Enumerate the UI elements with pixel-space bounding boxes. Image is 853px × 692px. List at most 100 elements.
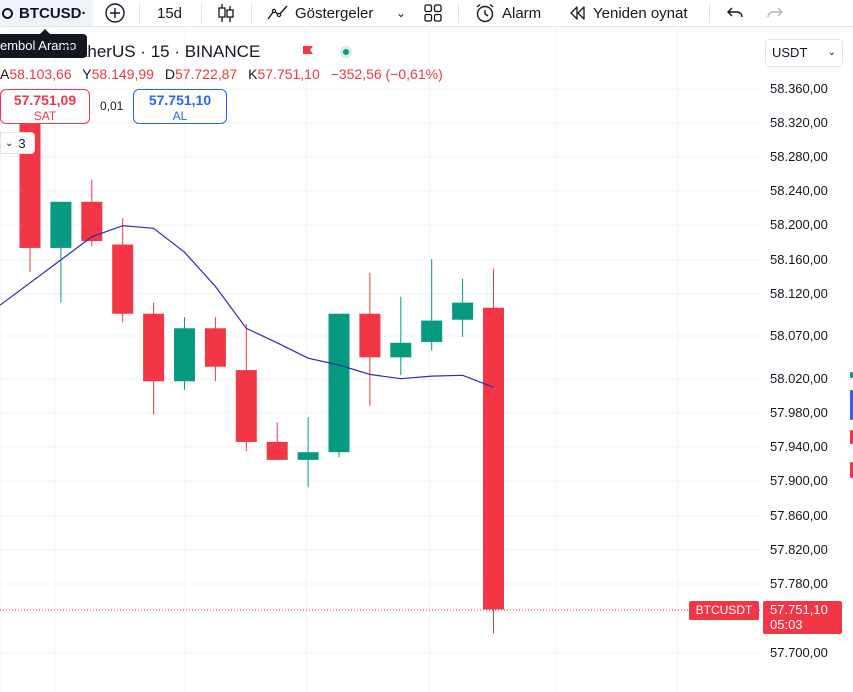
price-axis-label: 57.940,00: [770, 439, 828, 454]
indicators-button[interactable]: Göstergeler: [266, 0, 373, 26]
price-axis-label: 58.280,00: [770, 149, 828, 164]
ohlc-high-value: 58.149,99: [91, 66, 154, 82]
price-axis-label: 57.980,00: [770, 405, 828, 420]
candle-body: [50, 201, 72, 248]
candle: [390, 296, 412, 376]
last-price-value: 57.751,10: [770, 602, 828, 617]
replay-button[interactable]: Yeniden oynat: [567, 0, 688, 26]
replay-label: Yeniden oynat: [593, 4, 688, 22]
symbol-search-tooltip: embol Arama: [0, 29, 87, 58]
edge-marker: [850, 372, 853, 378]
sell-button[interactable]: 57.751,09 SAT: [0, 89, 90, 124]
flag-icon[interactable]: [302, 45, 314, 57]
alarm-label: Alarm: [502, 4, 542, 22]
alarm-button[interactable]: Alarm: [474, 0, 541, 26]
add-symbol-button[interactable]: [104, 0, 126, 26]
price-axis-label: 57.820,00: [770, 542, 828, 557]
chart-type-button[interactable]: [216, 0, 236, 26]
symbol-label: BTCUSD·: [19, 4, 87, 22]
chevron-down-icon[interactable]: ⌄: [396, 6, 407, 20]
buy-label: AL: [172, 109, 188, 123]
ohlc-legend: A58.103,66 Y58.149,99 D57.722,87 K57.751…: [0, 66, 450, 82]
ohlc-open-key: A: [0, 66, 10, 82]
chevron-down-icon: ⌄: [5, 137, 14, 149]
edge-marker: [850, 430, 853, 444]
edge-marker: [850, 390, 853, 420]
top-toolbar: BTCUSD· 15d Göstergeler ⌄: [0, 0, 853, 27]
rewind-icon: [570, 6, 585, 20]
candle-body: [328, 313, 350, 453]
candle-body: [112, 244, 134, 314]
interval-button[interactable]: 15d: [157, 4, 183, 22]
plus-circle-icon: [105, 3, 125, 23]
candle-body: [297, 452, 319, 460]
ohlc-close-value: 57.751,10: [257, 66, 320, 82]
candle: [19, 104, 41, 272]
ohlc-low-value: 57.722,87: [174, 66, 238, 82]
symbol-price-label: BTCUSDT: [689, 601, 759, 620]
candle: [143, 302, 165, 415]
price-axis-label: 57.900,00: [770, 473, 828, 488]
price-chart[interactable]: [0, 26, 853, 692]
candle-body: [421, 320, 443, 342]
buy-price: 57.751,10: [148, 92, 212, 108]
price-axis-label: 58.320,00: [770, 115, 828, 130]
market-open-icon: [340, 46, 352, 58]
candle-body: [81, 201, 103, 242]
candle-body: [452, 302, 474, 320]
toolbar-divider: [251, 3, 252, 23]
candle-body: [174, 328, 195, 382]
candles-icon: [218, 4, 234, 22]
edge-marker: [850, 462, 853, 478]
candle-body: [143, 313, 165, 382]
price-axis-label: 57.860,00: [770, 508, 828, 523]
candle: [483, 268, 504, 634]
undo-button[interactable]: [725, 0, 745, 26]
indicators-icon: [267, 5, 288, 20]
toolbar-divider: [139, 3, 140, 23]
ohlc-low-key: D: [164, 66, 175, 82]
currency-select[interactable]: USDT ⌄: [765, 39, 843, 67]
sell-label: SAT: [33, 109, 57, 123]
search-icon: [2, 7, 13, 19]
currency-label: USDT: [772, 45, 808, 60]
indicators-label: Göstergeler: [295, 4, 374, 22]
toolbar-divider: [709, 3, 710, 23]
price-axis-label: 57.700,00: [770, 645, 828, 660]
ohlc-change: −352,56 (−0,61%): [330, 66, 443, 82]
templates-button[interactable]: [423, 0, 443, 26]
moving-average-line: [0, 225, 494, 388]
candle: [235, 324, 257, 452]
indicators-collapse-button[interactable]: ⌄ 3: [0, 132, 35, 154]
undo-icon: [727, 7, 743, 18]
price-axis-label: 57.780,00: [770, 576, 828, 591]
candle: [112, 218, 134, 323]
candle-body: [390, 342, 412, 358]
price-axis-label: 58.200,00: [770, 217, 828, 232]
toolbar-divider: [458, 3, 459, 23]
redo-button[interactable]: [765, 0, 785, 26]
candle: [421, 259, 443, 351]
last-price-label: 57.751,10 05:03: [763, 601, 842, 634]
symbol-search-button[interactable]: BTCUSD·: [0, 0, 93, 26]
price-axis-label: 58.240,00: [770, 183, 828, 198]
spread-value: 0,01: [100, 99, 124, 113]
price-axis-label: 58.360,00: [770, 81, 828, 96]
candle-body: [204, 328, 226, 367]
candle: [359, 272, 381, 407]
chart-grid: [0, 26, 760, 692]
price-axis-label: 58.020,00: [770, 371, 828, 386]
price-axis-label: 58.070,00: [770, 328, 828, 343]
toolbar-divider: [201, 3, 202, 23]
candle-body: [266, 441, 288, 460]
ohlc-open-value: 58.103,66: [9, 66, 72, 82]
alarm-clock-icon: [476, 3, 494, 23]
candle: [81, 179, 103, 247]
redo-icon: [767, 7, 783, 18]
symbol-legend-title[interactable]: /TetherUS · 15 · BINANCE: [60, 42, 261, 61]
buy-button[interactable]: 57.751,10 AL: [133, 89, 227, 124]
chevron-down-icon: ⌄: [827, 47, 836, 58]
candle: [204, 317, 226, 382]
candle: [452, 278, 474, 337]
indicator-count: 3: [18, 135, 26, 151]
